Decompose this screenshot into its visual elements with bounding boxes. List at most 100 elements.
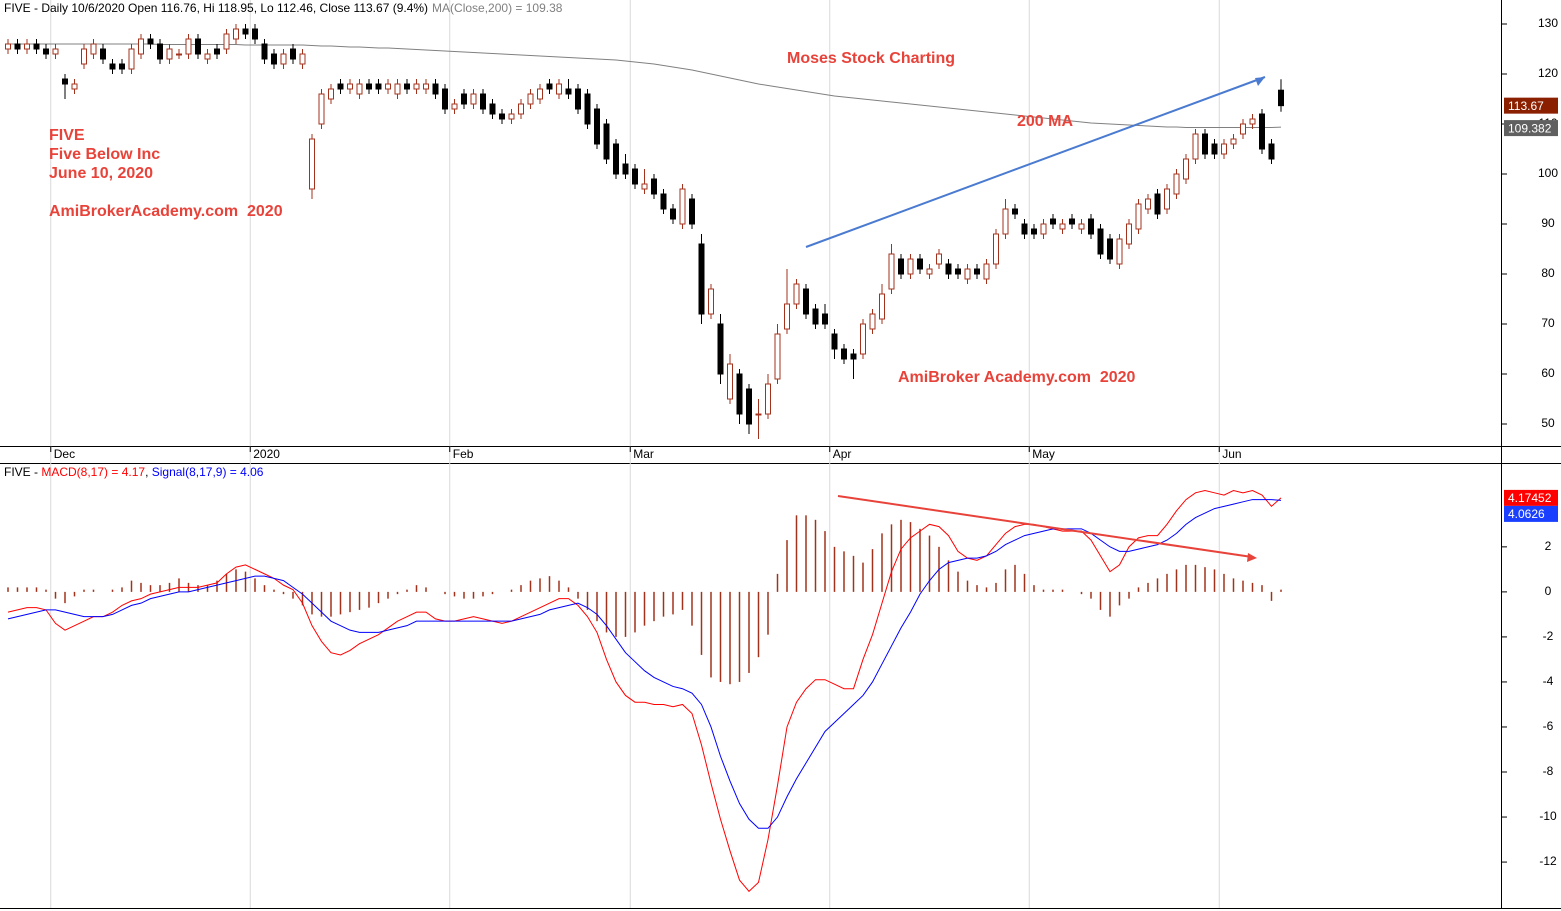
candle-body bbox=[14, 43, 21, 50]
candle-body bbox=[318, 93, 325, 125]
candle-body bbox=[622, 163, 629, 175]
candle-body bbox=[879, 293, 885, 320]
x-tick-label: Feb bbox=[453, 447, 474, 461]
candle-body bbox=[537, 88, 543, 100]
x-tick-label: Mar bbox=[633, 447, 654, 461]
candle-body bbox=[822, 313, 828, 325]
candle-body bbox=[1211, 143, 1218, 155]
title-part: , bbox=[145, 465, 152, 479]
candle-body bbox=[299, 53, 306, 65]
candle-body bbox=[784, 303, 790, 330]
candle-body bbox=[1164, 188, 1170, 210]
macd-value-label-box bbox=[1504, 489, 1558, 506]
candle-body bbox=[394, 83, 401, 95]
candle-body bbox=[223, 33, 230, 50]
y-tick-label: 120 bbox=[1538, 66, 1558, 80]
candle-body bbox=[33, 43, 40, 50]
macd-value-label-box bbox=[1504, 505, 1558, 522]
candle-body bbox=[1040, 223, 1047, 235]
candle-body bbox=[670, 208, 676, 220]
title-part: MA(Close,200) = 109.38 bbox=[432, 1, 563, 15]
candle-body bbox=[1240, 123, 1246, 135]
candle-body bbox=[575, 88, 581, 110]
candle-body bbox=[385, 83, 391, 90]
candle-body bbox=[100, 48, 106, 60]
candle-body bbox=[1249, 118, 1256, 125]
y-tick-label: 130 bbox=[1538, 16, 1558, 30]
candle-body bbox=[736, 373, 743, 415]
candle-body bbox=[24, 43, 30, 50]
annotation: 200 MA bbox=[1017, 113, 1073, 130]
candle-body bbox=[613, 143, 619, 175]
candle-body bbox=[926, 268, 933, 275]
candle-body bbox=[1021, 223, 1028, 235]
candle-body bbox=[603, 123, 610, 160]
candle-body bbox=[765, 383, 771, 415]
candle-body bbox=[565, 88, 572, 95]
candle-body bbox=[280, 53, 287, 65]
candle-body bbox=[1135, 203, 1142, 230]
candle-body bbox=[176, 53, 182, 56]
trend-arrow bbox=[1247, 553, 1257, 562]
annotation: Moses Stock Charting bbox=[787, 50, 955, 67]
y-tick-label: -8 bbox=[1543, 764, 1554, 778]
candle-body bbox=[261, 43, 268, 60]
candle-body bbox=[489, 103, 496, 115]
labels: 5060708090100110120130Dec2020FebMarAprMa… bbox=[4, 1, 1558, 868]
y-tick-label: 60 bbox=[1541, 366, 1555, 380]
candle-body bbox=[1097, 228, 1104, 255]
ma-label: 109.382 bbox=[1508, 121, 1552, 135]
candle-body bbox=[147, 38, 154, 45]
candle-body bbox=[128, 48, 135, 70]
candle-body bbox=[1183, 158, 1189, 180]
y-tick-label: -12 bbox=[1539, 854, 1557, 868]
y-tick-label: 2 bbox=[1545, 539, 1552, 553]
close-label-box bbox=[1504, 97, 1558, 114]
title-part: FIVE - Daily 10/6/2020 Open 116.76, Hi 1… bbox=[4, 1, 428, 15]
candle-body bbox=[195, 38, 201, 55]
candle-body bbox=[404, 83, 410, 90]
candle-body bbox=[1088, 218, 1094, 235]
y-tick-label: 90 bbox=[1541, 216, 1555, 230]
candle-body bbox=[214, 48, 220, 55]
candle-body bbox=[774, 333, 781, 380]
candle-body bbox=[62, 78, 68, 85]
annotation: AmiBroker Academy.com 2020 bbox=[898, 369, 1136, 386]
ma-label-box bbox=[1504, 120, 1558, 137]
candle-body bbox=[651, 178, 657, 195]
candle-body bbox=[812, 308, 819, 325]
candle-body bbox=[974, 268, 980, 275]
candle-body bbox=[860, 323, 866, 355]
macd-line bbox=[7, 490, 1282, 893]
trend-line bbox=[805, 76, 1266, 248]
candle-body bbox=[746, 388, 752, 425]
trend-arrow bbox=[1255, 77, 1265, 86]
candle-body bbox=[898, 258, 904, 275]
candle-body bbox=[546, 83, 553, 90]
title-part: MACD(8,17) = 4.17 bbox=[41, 465, 145, 479]
candle-body bbox=[888, 253, 895, 290]
candle-body bbox=[290, 48, 296, 60]
candle-body bbox=[1050, 218, 1056, 225]
x-tick-label: May bbox=[1032, 447, 1055, 461]
candle-body bbox=[1107, 238, 1113, 260]
candle-body bbox=[138, 38, 144, 55]
candle-body bbox=[461, 93, 467, 105]
candle-body bbox=[1116, 238, 1123, 265]
candle-body bbox=[252, 28, 258, 40]
candle-body bbox=[1192, 133, 1199, 160]
candle-body bbox=[755, 413, 762, 416]
candle-body bbox=[271, 53, 277, 65]
candle-body bbox=[432, 83, 439, 95]
candle-body bbox=[328, 88, 334, 100]
candle-body bbox=[1126, 223, 1132, 245]
candle-body bbox=[556, 83, 562, 95]
candle-body bbox=[470, 93, 477, 105]
plot bbox=[5, 24, 1284, 893]
candle-body bbox=[90, 43, 97, 55]
candle-body bbox=[1012, 208, 1018, 215]
candle-body bbox=[242, 28, 249, 35]
candle-body bbox=[5, 43, 11, 50]
candle-body bbox=[119, 63, 125, 70]
